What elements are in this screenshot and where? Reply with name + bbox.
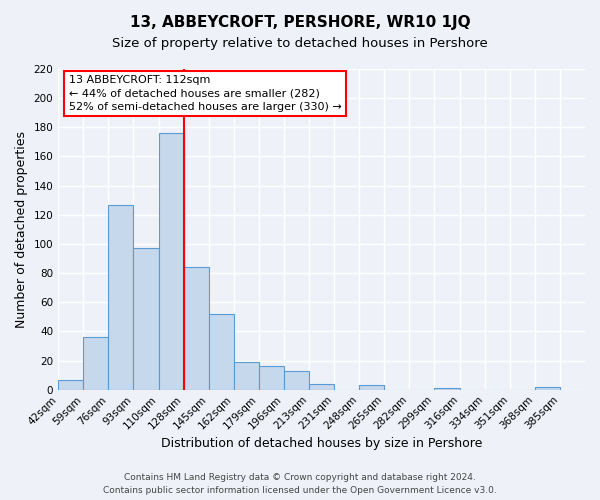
Bar: [309, 384, 334, 390]
Bar: [284, 371, 309, 390]
Bar: [209, 314, 234, 390]
Text: Contains HM Land Registry data © Crown copyright and database right 2024.
Contai: Contains HM Land Registry data © Crown c…: [103, 474, 497, 495]
Text: 13, ABBEYCROFT, PERSHORE, WR10 1JQ: 13, ABBEYCROFT, PERSHORE, WR10 1JQ: [130, 15, 470, 30]
Bar: [535, 387, 560, 390]
Bar: [184, 268, 209, 390]
Bar: [359, 386, 385, 390]
Text: Size of property relative to detached houses in Pershore: Size of property relative to detached ho…: [112, 38, 488, 51]
Bar: [58, 380, 83, 390]
X-axis label: Distribution of detached houses by size in Pershore: Distribution of detached houses by size …: [161, 437, 482, 450]
Bar: [83, 337, 109, 390]
Y-axis label: Number of detached properties: Number of detached properties: [15, 131, 28, 328]
Bar: [158, 133, 184, 390]
Bar: [109, 204, 133, 390]
Bar: [259, 366, 284, 390]
Bar: [234, 362, 259, 390]
Bar: [434, 388, 460, 390]
Text: 13 ABBEYCROFT: 112sqm
← 44% of detached houses are smaller (282)
52% of semi-det: 13 ABBEYCROFT: 112sqm ← 44% of detached …: [69, 76, 341, 112]
Bar: [133, 248, 158, 390]
